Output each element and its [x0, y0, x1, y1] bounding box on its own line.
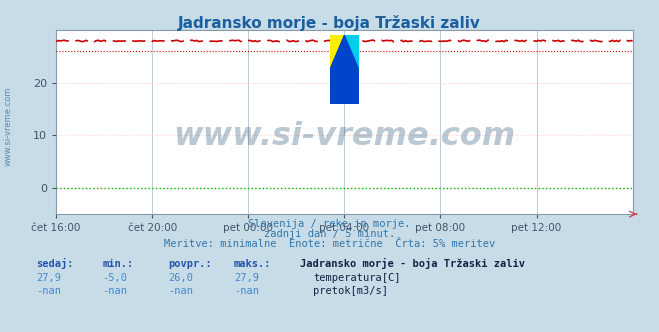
- Text: -nan: -nan: [102, 286, 127, 296]
- Text: -nan: -nan: [36, 286, 61, 296]
- Text: Jadransko morje - boja Tržaski zaliv: Jadransko morje - boja Tržaski zaliv: [178, 15, 481, 31]
- Text: zadnji dan / 5 minut.: zadnji dan / 5 minut.: [264, 229, 395, 239]
- Text: Meritve: minimalne  Enote: metrične  Črta: 5% meritev: Meritve: minimalne Enote: metrične Črta:…: [164, 239, 495, 249]
- Polygon shape: [344, 36, 358, 69]
- Text: Jadransko morje - boja Tržaski zaliv: Jadransko morje - boja Tržaski zaliv: [300, 258, 525, 269]
- Text: -5,0: -5,0: [102, 273, 127, 283]
- Text: Slovenija / reke in morje.: Slovenija / reke in morje.: [248, 219, 411, 229]
- Polygon shape: [330, 36, 344, 69]
- Text: povpr.:: povpr.:: [168, 259, 212, 269]
- Text: temperatura[C]: temperatura[C]: [313, 273, 401, 283]
- Text: 27,9: 27,9: [36, 273, 61, 283]
- Text: 27,9: 27,9: [234, 273, 259, 283]
- Text: maks.:: maks.:: [234, 259, 272, 269]
- Text: sedaj:: sedaj:: [36, 258, 74, 269]
- Text: -nan: -nan: [234, 286, 259, 296]
- Text: www.si-vreme.com: www.si-vreme.com: [4, 86, 13, 166]
- Text: 26,0: 26,0: [168, 273, 193, 283]
- Text: min.:: min.:: [102, 259, 133, 269]
- Polygon shape: [330, 36, 358, 104]
- Text: www.si-vreme.com: www.si-vreme.com: [173, 121, 515, 152]
- Text: -nan: -nan: [168, 286, 193, 296]
- Text: pretok[m3/s]: pretok[m3/s]: [313, 286, 388, 296]
